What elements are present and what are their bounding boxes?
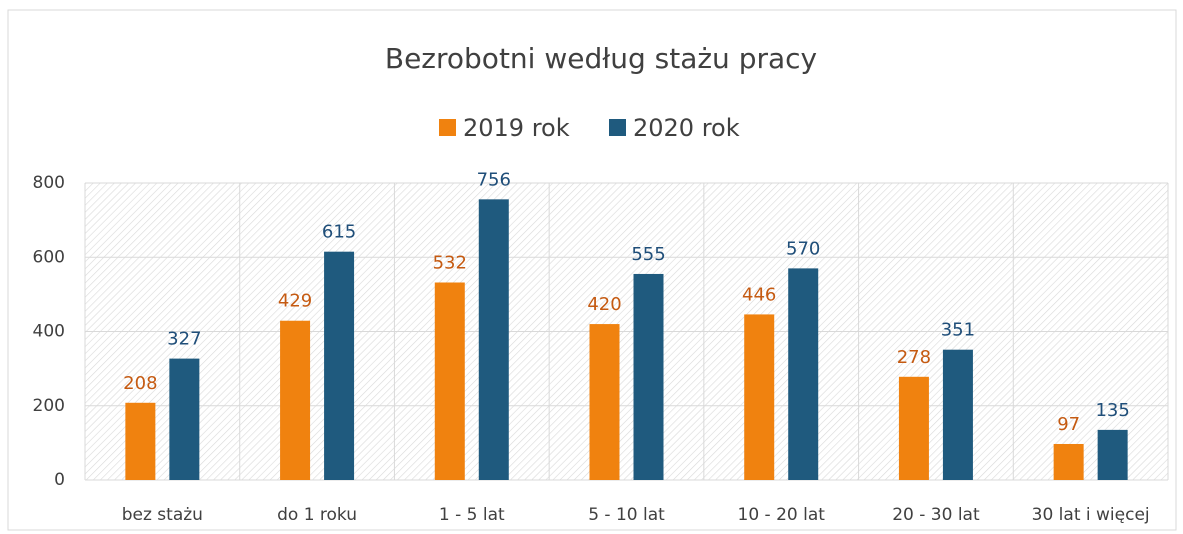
y-tick-label: 400 <box>33 322 65 342</box>
legend-label: 2020 rok <box>633 114 740 142</box>
bar <box>589 324 620 480</box>
chart-title: Bezrobotni według stażu pracy <box>385 42 817 75</box>
data-label: 756 <box>477 169 511 190</box>
bar <box>633 273 664 480</box>
x-tick-label: bez stażu <box>122 505 203 525</box>
bar <box>744 314 775 480</box>
bar <box>280 320 311 480</box>
data-label: 532 <box>433 252 467 273</box>
y-tick-label: 800 <box>33 173 65 193</box>
x-tick-label: 5 - 10 lat <box>588 505 665 525</box>
bar <box>942 349 973 480</box>
y-tick-label: 200 <box>33 396 65 416</box>
data-label: 135 <box>1095 400 1129 421</box>
data-label: 615 <box>322 222 356 243</box>
bar <box>324 251 355 480</box>
bar <box>788 268 819 480</box>
data-label: 351 <box>941 320 975 341</box>
x-tick-label: 20 - 30 lat <box>892 505 980 525</box>
x-tick-label: 1 - 5 lat <box>439 505 505 525</box>
x-tick-label: 30 lat i więcej <box>1032 505 1150 525</box>
bar <box>1053 443 1084 480</box>
legend-swatch <box>609 119 626 136</box>
y-tick-label: 600 <box>33 247 65 267</box>
bar <box>125 402 156 480</box>
legend-swatch <box>439 119 456 136</box>
x-tick-label: do 1 roku <box>277 505 357 525</box>
data-label: 420 <box>587 294 621 315</box>
data-label: 429 <box>278 291 312 312</box>
bar <box>434 282 465 480</box>
bar <box>169 358 200 480</box>
data-label: 446 <box>742 284 776 305</box>
data-label: 555 <box>631 244 665 265</box>
y-tick-label: 0 <box>54 470 65 490</box>
bar <box>898 376 929 480</box>
x-tick-label: 10 - 20 lat <box>738 505 826 525</box>
data-label: 208 <box>123 373 157 394</box>
legend-label: 2019 rok <box>463 114 570 142</box>
bar <box>478 199 509 480</box>
bar <box>1097 429 1128 480</box>
data-label: 278 <box>897 347 931 368</box>
data-label: 97 <box>1057 414 1080 435</box>
data-label: 327 <box>167 329 201 350</box>
data-label: 570 <box>786 238 820 259</box>
